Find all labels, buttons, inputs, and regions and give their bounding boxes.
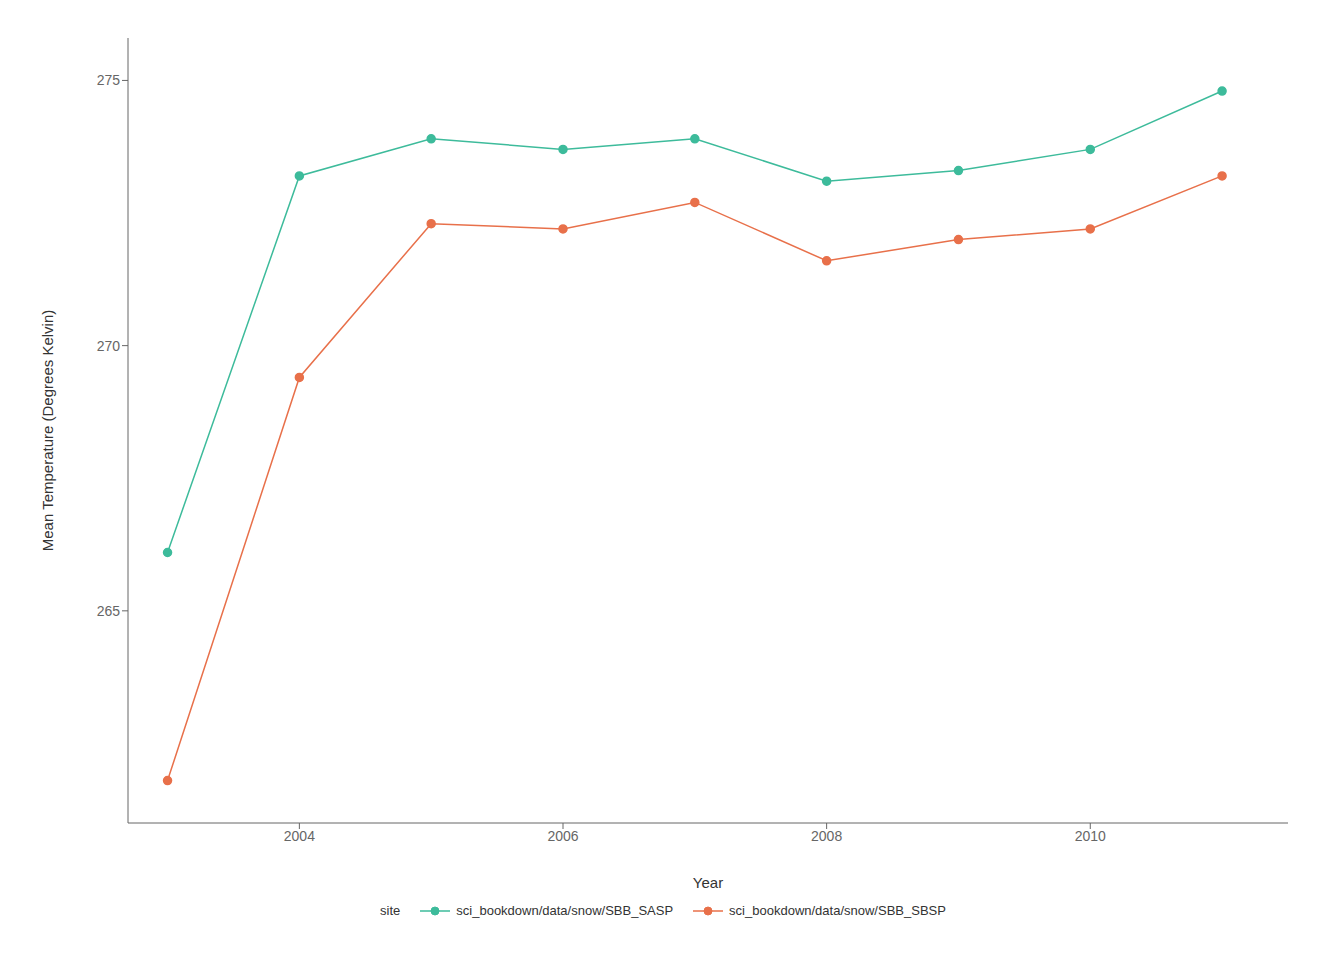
svg-text:265: 265 — [97, 603, 121, 619]
svg-text:2010: 2010 — [1075, 828, 1106, 844]
html-text:sci_bookdown/data/snow/SBB_SBS: sci_bookdown/data/snow/SBB_SBSP — [729, 903, 946, 918]
svg-text:2006: 2006 — [547, 828, 578, 844]
svg-text:270: 270 — [97, 338, 121, 354]
html-text:site: site — [380, 903, 401, 918]
svg-text:Mean Temperature (Degrees Kelv: Mean Temperature (Degrees Kelvin) — [39, 310, 56, 552]
html-text:sci_bookdown/data/snow/SBB_SAS: sci_bookdown/data/snow/SBB_SASP — [456, 903, 674, 918]
svg-text:2008: 2008 — [811, 828, 842, 844]
svg-text:2004: 2004 — [284, 828, 315, 844]
svg-text:Year: Year — [693, 874, 723, 891]
svg-text:275: 275 — [97, 72, 121, 88]
